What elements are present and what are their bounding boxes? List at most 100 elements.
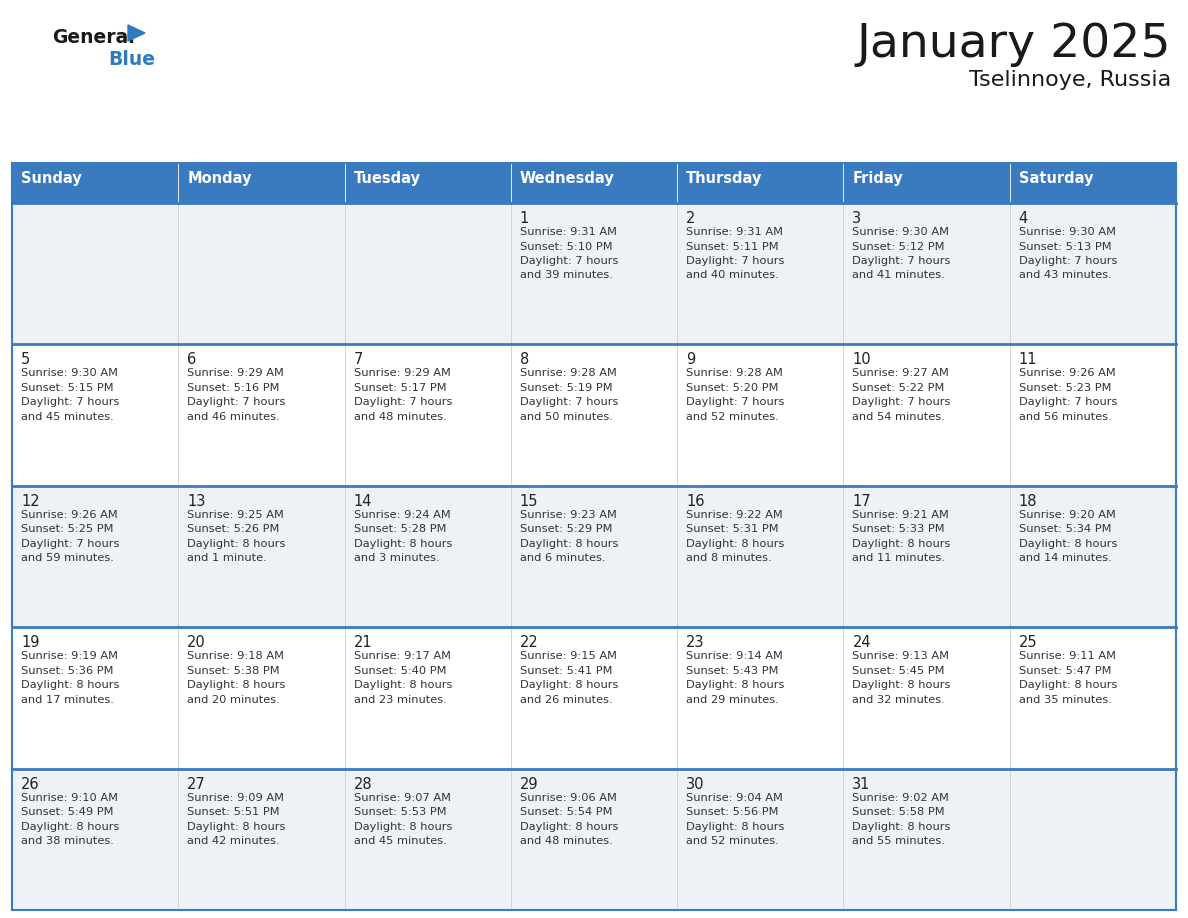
Text: 29: 29 (520, 777, 538, 791)
Bar (12, 768, 178, 910)
Text: Daylight: 7 hours: Daylight: 7 hours (687, 256, 784, 266)
Bar (345, 486, 511, 627)
Text: and 1 minute.: and 1 minute. (188, 554, 267, 564)
Bar (843, 163, 1010, 203)
Text: Daylight: 8 hours: Daylight: 8 hours (853, 539, 950, 549)
Text: 17: 17 (853, 494, 871, 509)
Text: Sunset: 5:31 PM: Sunset: 5:31 PM (687, 524, 779, 534)
Text: Daylight: 7 hours: Daylight: 7 hours (853, 256, 950, 266)
Text: and 20 minutes.: and 20 minutes. (188, 695, 280, 705)
Text: January 2025: January 2025 (857, 22, 1171, 67)
Bar (178, 768, 345, 910)
Text: and 52 minutes.: and 52 minutes. (687, 836, 779, 846)
Text: Sunset: 5:41 PM: Sunset: 5:41 PM (520, 666, 612, 676)
Text: Sunset: 5:16 PM: Sunset: 5:16 PM (188, 383, 280, 393)
Bar (511, 486, 677, 627)
Text: Sunrise: 9:18 AM: Sunrise: 9:18 AM (188, 651, 284, 661)
Text: Daylight: 8 hours: Daylight: 8 hours (853, 822, 950, 832)
Text: Sunrise: 9:30 AM: Sunrise: 9:30 AM (21, 368, 118, 378)
Text: and 6 minutes.: and 6 minutes. (520, 554, 606, 564)
Text: Daylight: 8 hours: Daylight: 8 hours (687, 680, 784, 690)
Text: 22: 22 (520, 635, 538, 650)
Text: and 59 minutes.: and 59 minutes. (21, 554, 114, 564)
Text: and 48 minutes.: and 48 minutes. (354, 412, 447, 422)
Bar (178, 486, 345, 627)
Text: 6: 6 (188, 353, 196, 367)
Bar (677, 627, 843, 768)
Text: Daylight: 8 hours: Daylight: 8 hours (520, 680, 618, 690)
Text: 15: 15 (520, 494, 538, 509)
Text: Thursday: Thursday (687, 171, 763, 186)
Text: Wednesday: Wednesday (520, 171, 614, 186)
Bar (511, 163, 677, 203)
Text: Sunset: 5:20 PM: Sunset: 5:20 PM (687, 383, 778, 393)
Text: Sunrise: 9:13 AM: Sunrise: 9:13 AM (853, 651, 949, 661)
Text: Sunset: 5:25 PM: Sunset: 5:25 PM (21, 524, 114, 534)
Text: 27: 27 (188, 777, 206, 791)
Bar (1010, 627, 1176, 768)
Bar (677, 344, 843, 486)
Text: Sunrise: 9:14 AM: Sunrise: 9:14 AM (687, 651, 783, 661)
Text: Daylight: 7 hours: Daylight: 7 hours (520, 397, 618, 408)
Text: Sunrise: 9:31 AM: Sunrise: 9:31 AM (520, 227, 617, 237)
Text: Sunset: 5:22 PM: Sunset: 5:22 PM (853, 383, 944, 393)
Text: Daylight: 7 hours: Daylight: 7 hours (687, 397, 784, 408)
Text: Sunrise: 9:06 AM: Sunrise: 9:06 AM (520, 792, 617, 802)
Text: and 56 minutes.: and 56 minutes. (1019, 412, 1112, 422)
Text: Daylight: 7 hours: Daylight: 7 hours (1019, 397, 1117, 408)
Text: and 46 minutes.: and 46 minutes. (188, 412, 280, 422)
Bar (511, 203, 677, 344)
Text: Sunset: 5:15 PM: Sunset: 5:15 PM (21, 383, 114, 393)
Text: Sunset: 5:47 PM: Sunset: 5:47 PM (1019, 666, 1111, 676)
Text: Daylight: 8 hours: Daylight: 8 hours (1019, 539, 1117, 549)
Bar (843, 203, 1010, 344)
Text: Sunrise: 9:21 AM: Sunrise: 9:21 AM (853, 509, 949, 520)
Text: and 17 minutes.: and 17 minutes. (21, 695, 114, 705)
Text: 7: 7 (354, 353, 364, 367)
Text: 23: 23 (687, 635, 704, 650)
Bar (178, 627, 345, 768)
Text: Sunrise: 9:07 AM: Sunrise: 9:07 AM (354, 792, 450, 802)
Text: and 45 minutes.: and 45 minutes. (21, 412, 114, 422)
Text: Sunset: 5:38 PM: Sunset: 5:38 PM (188, 666, 280, 676)
Text: Daylight: 8 hours: Daylight: 8 hours (354, 680, 451, 690)
Text: and 45 minutes.: and 45 minutes. (354, 836, 447, 846)
Text: Sunrise: 9:28 AM: Sunrise: 9:28 AM (687, 368, 783, 378)
Text: Daylight: 8 hours: Daylight: 8 hours (21, 822, 119, 832)
Bar (345, 163, 511, 203)
Text: Sunrise: 9:02 AM: Sunrise: 9:02 AM (853, 792, 949, 802)
Text: 2: 2 (687, 211, 695, 226)
Bar (677, 203, 843, 344)
Text: 10: 10 (853, 353, 871, 367)
Bar (511, 344, 677, 486)
Bar (677, 768, 843, 910)
Text: Sunset: 5:28 PM: Sunset: 5:28 PM (354, 524, 446, 534)
Text: Sunset: 5:10 PM: Sunset: 5:10 PM (520, 241, 613, 252)
Text: 13: 13 (188, 494, 206, 509)
Text: Sunday: Sunday (21, 171, 82, 186)
Text: Sunrise: 9:17 AM: Sunrise: 9:17 AM (354, 651, 450, 661)
Text: Sunrise: 9:10 AM: Sunrise: 9:10 AM (21, 792, 118, 802)
Text: Sunrise: 9:30 AM: Sunrise: 9:30 AM (853, 227, 949, 237)
Bar (345, 768, 511, 910)
Bar (12, 486, 178, 627)
Text: Daylight: 8 hours: Daylight: 8 hours (520, 539, 618, 549)
Text: Sunrise: 9:30 AM: Sunrise: 9:30 AM (1019, 227, 1116, 237)
Text: 26: 26 (21, 777, 39, 791)
Text: 12: 12 (21, 494, 39, 509)
Bar (843, 486, 1010, 627)
Text: and 42 minutes.: and 42 minutes. (188, 836, 280, 846)
Bar (178, 203, 345, 344)
Text: Friday: Friday (853, 171, 903, 186)
Text: and 48 minutes.: and 48 minutes. (520, 836, 613, 846)
Text: Sunrise: 9:04 AM: Sunrise: 9:04 AM (687, 792, 783, 802)
Text: Sunrise: 9:29 AM: Sunrise: 9:29 AM (188, 368, 284, 378)
Text: Sunset: 5:34 PM: Sunset: 5:34 PM (1019, 524, 1111, 534)
Text: Tselinnoye, Russia: Tselinnoye, Russia (968, 70, 1171, 90)
Text: and 55 minutes.: and 55 minutes. (853, 836, 946, 846)
Text: 9: 9 (687, 353, 695, 367)
Text: Daylight: 8 hours: Daylight: 8 hours (687, 539, 784, 549)
Bar (345, 203, 511, 344)
Text: 30: 30 (687, 777, 704, 791)
Text: 31: 31 (853, 777, 871, 791)
